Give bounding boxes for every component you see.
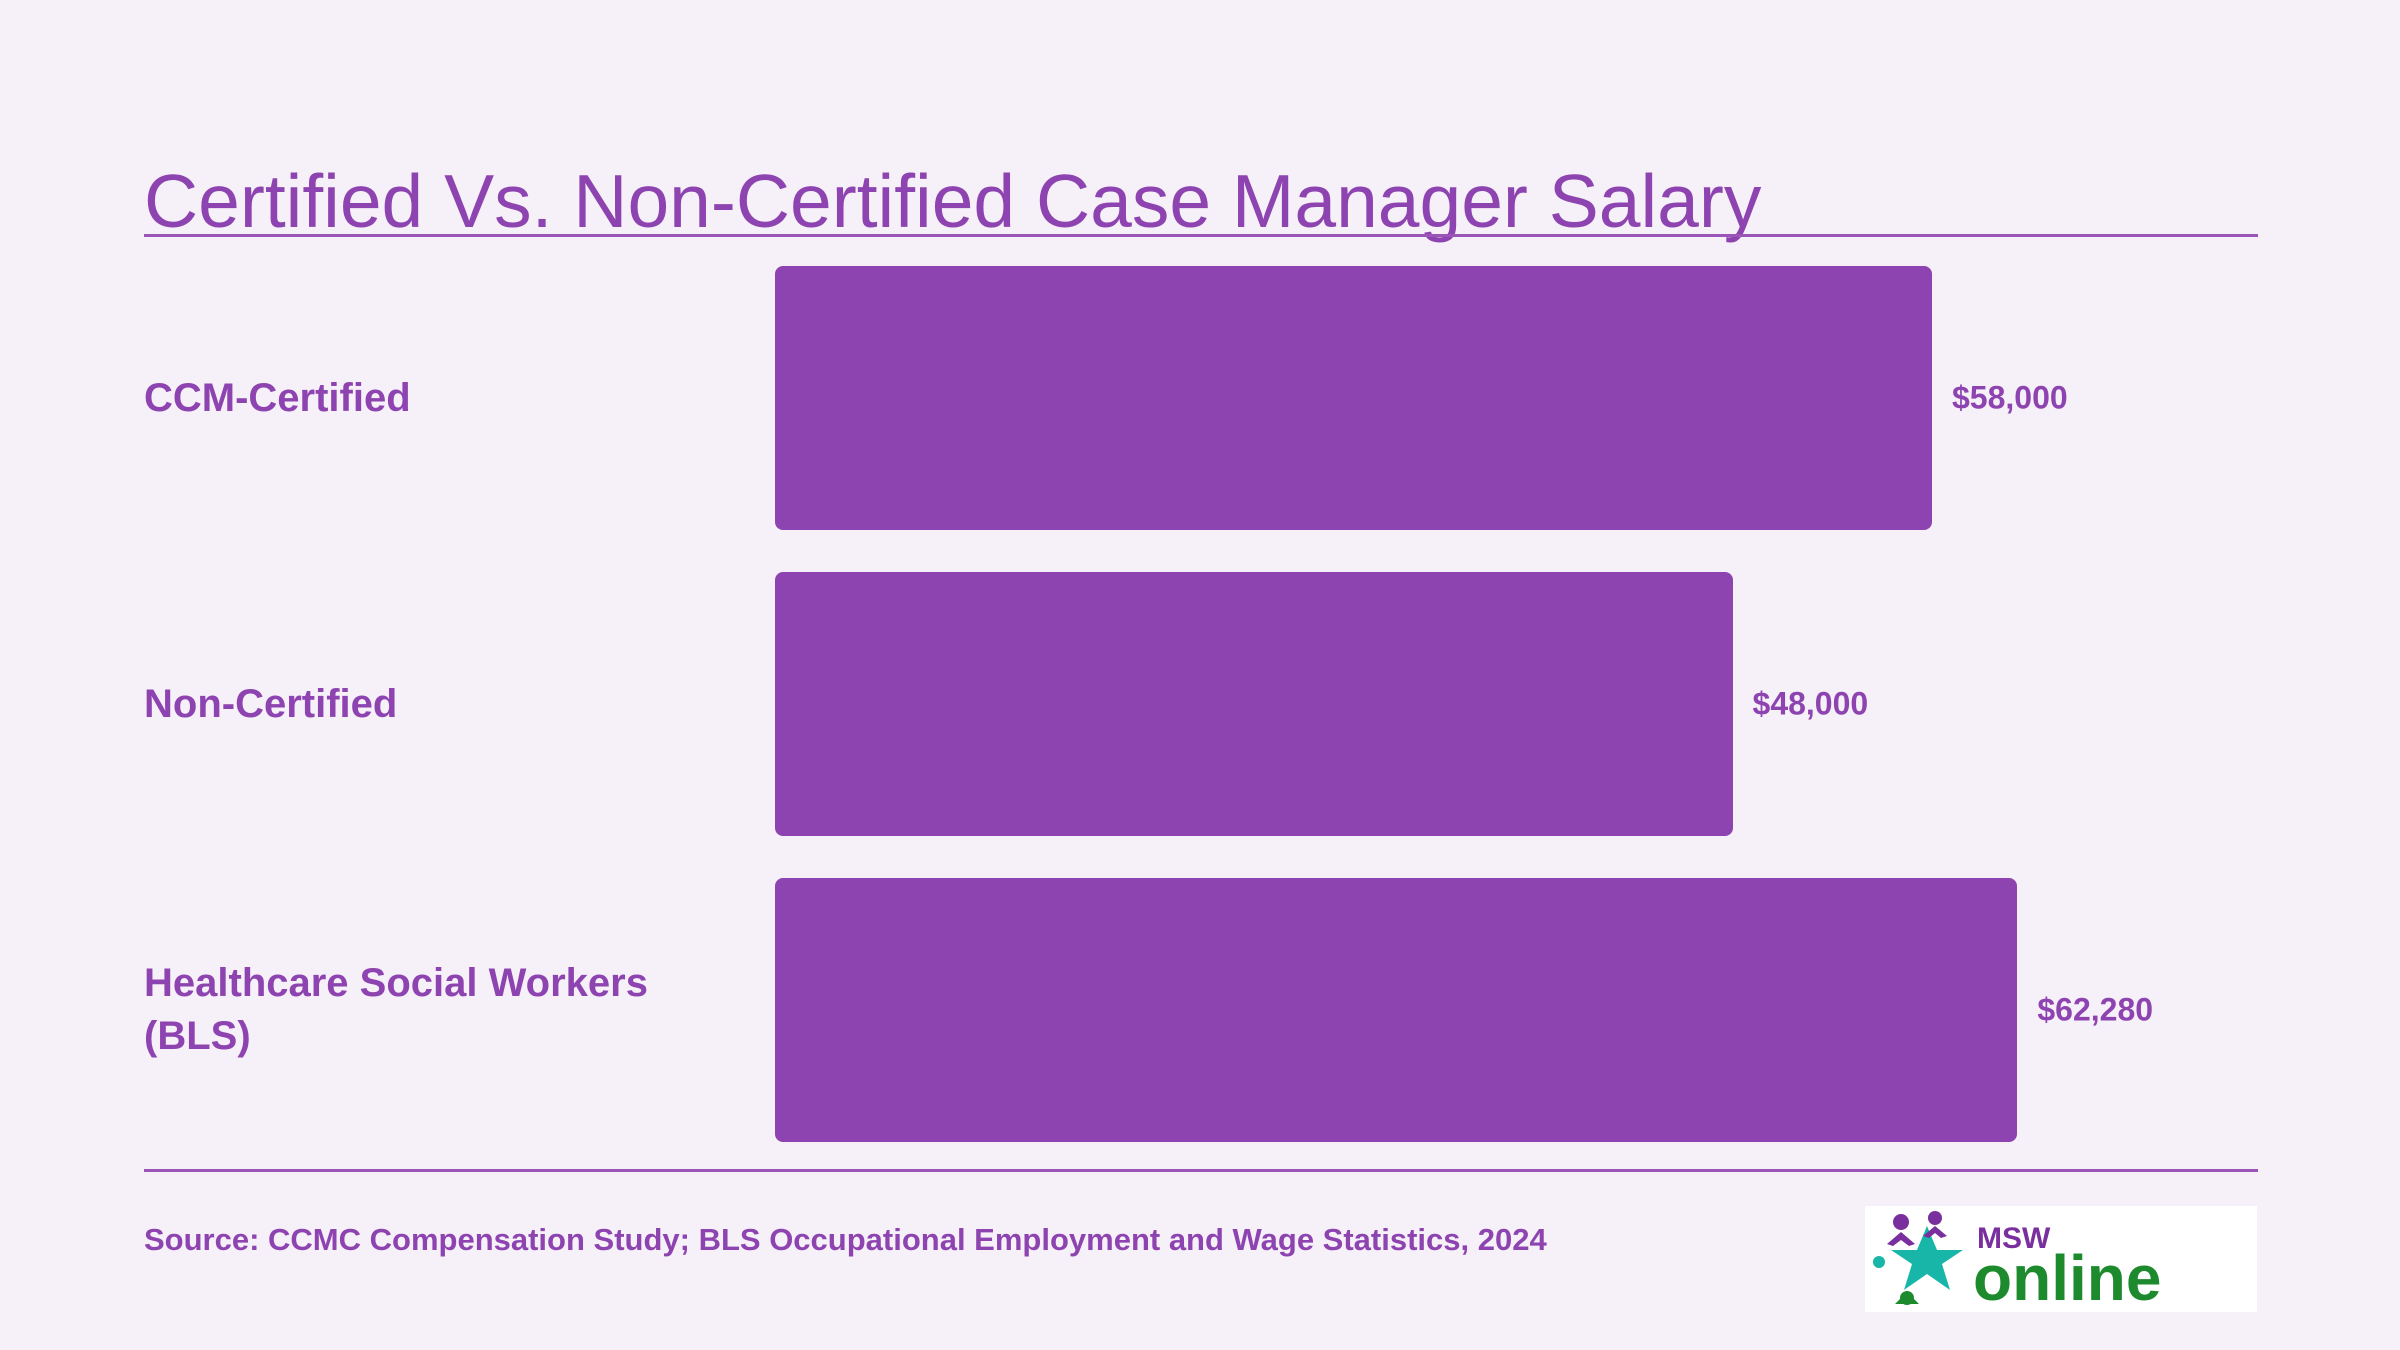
category-label: Healthcare Social Workers (BLS) (144, 961, 648, 1058)
bar (775, 878, 2018, 1142)
logo-text-top: MSW (1977, 1222, 2051, 1255)
bar (775, 266, 1932, 530)
source-note: Source: CCMC Compensation Study; BLS Occ… (144, 1222, 1547, 1257)
category-label: Non-Certified (144, 681, 398, 726)
logo-star-icon (1873, 1211, 1963, 1305)
value-label: $48,000 (1752, 685, 1869, 722)
msw-online-logo: MSW online (1865, 1206, 2257, 1312)
bottom-divider (144, 1169, 2258, 1172)
chart-title: Certified Vs. Non-Certified Case Manager… (144, 159, 1762, 244)
value-label: $62,280 (2037, 991, 2154, 1028)
logo-text-main: online (1973, 1242, 2161, 1312)
top-divider (144, 234, 2258, 237)
bar (775, 572, 1733, 836)
value-label: $58,000 (1952, 379, 2068, 416)
category-label: CCM-Certified (144, 375, 411, 420)
